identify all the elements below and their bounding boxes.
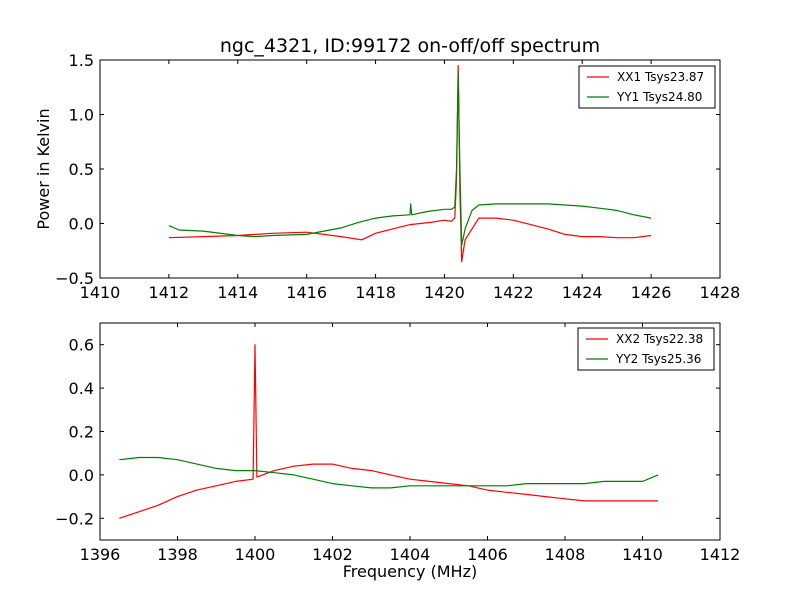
series-line-1 (168, 64, 652, 263)
x-tick-label: 1422 (493, 283, 534, 302)
x-tick-label: 1404 (390, 545, 431, 564)
x-tick-label: 1414 (217, 283, 258, 302)
legend-label: YY2 Tsys25.36 (615, 352, 701, 366)
y-tick-label: −0.5 (55, 269, 94, 288)
series-group (168, 64, 652, 263)
x-axis-label: Frequency (MHz) (343, 562, 477, 581)
bottom-spectrum-panel: 1396 1398 1400 1402 1404 1406 1408 1410 1412 −0.2… (55, 322, 741, 581)
x-tick-label: 1400 (235, 545, 276, 564)
x-tick-label: 1424 (562, 283, 603, 302)
x-tick-label: 1412 (149, 283, 190, 302)
x-tick-label: 1420 (424, 283, 465, 302)
x-tick-label: 1398 (157, 545, 198, 564)
legend: XX2 Tsys22.38 YY2 Tsys25.36 (577, 327, 715, 371)
y-tick-label: 1.0 (69, 106, 94, 125)
legend-box (577, 327, 715, 371)
chart-title: ngc_4321, ID:99172 on-off/off spectrum (220, 35, 600, 57)
y-tick-label: 0.5 (69, 160, 94, 179)
x-tick-label: 1426 (631, 283, 672, 302)
y-tick-label: 0.0 (69, 215, 94, 234)
series-line-2 (168, 72, 652, 246)
y-tick-label: 0.6 (69, 336, 94, 355)
x-tick-label: 1396 (80, 545, 121, 564)
y-axis-label: Power in Kelvin (34, 108, 53, 229)
y-tick-label: 0.0 (69, 466, 94, 485)
x-tick-label: 1418 (355, 283, 396, 302)
x-tick-label: 1428 (700, 283, 741, 302)
x-tick-label: 1408 (545, 545, 586, 564)
legend-label: YY1 Tsys24.80 (616, 90, 702, 104)
x-tick-label: 1410 (622, 545, 663, 564)
legend-label: XX1 Tsys23.87 (617, 70, 704, 84)
series-line-2 (119, 456, 659, 489)
x-tick-label: 1416 (286, 283, 327, 302)
y-tick-label: −0.2 (55, 509, 94, 528)
y-tick-label: 1.5 (69, 51, 94, 70)
y-tick-label: 0.2 (69, 423, 94, 442)
x-tick-label: 1410 (80, 283, 121, 302)
x-tick-label: 1402 (312, 545, 353, 564)
x-tick-label: 1406 (467, 545, 508, 564)
x-tick-label: 1412 (700, 545, 741, 564)
top-spectrum-panel: 1410 1412 1414 1416 1418 1420 1422 1424 1426 1428… (34, 35, 740, 302)
legend-box (578, 65, 716, 109)
series-line-1 (119, 344, 658, 519)
legend-label: XX2 Tsys22.38 (616, 332, 703, 346)
y-tick-label: 0.4 (69, 379, 94, 398)
series-group (119, 344, 659, 519)
legend: XX1 Tsys23.87 YY1 Tsys24.80 (578, 65, 716, 109)
